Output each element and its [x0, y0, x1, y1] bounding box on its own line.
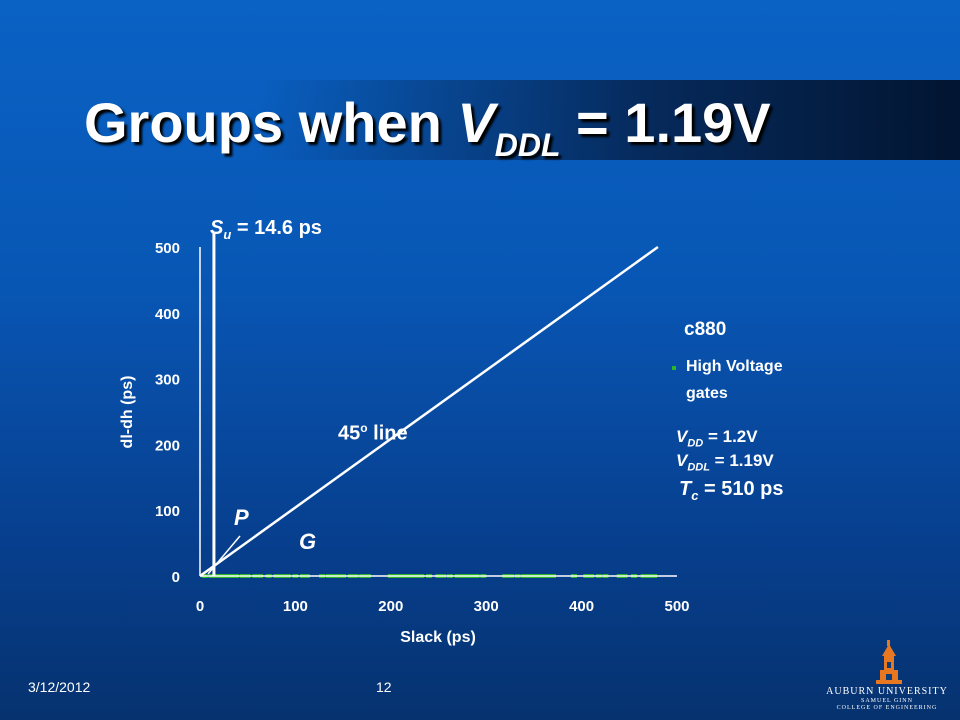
- y-axis-label: dl-dh (ps): [119, 376, 136, 449]
- x-tick-label: 0: [196, 598, 204, 615]
- tc-annotation: Tc = 510 ps: [679, 478, 784, 503]
- legend-entry-1: High Voltage: [686, 358, 783, 375]
- logo-line-3: COLLEGE OF ENGINEERING: [836, 705, 938, 711]
- p-pointer-line: [207, 535, 241, 575]
- vdd-annotation: VDD = 1.2V: [676, 427, 758, 450]
- y-tick-label: 0: [172, 569, 180, 586]
- slide-title: Groups when VDDL = 1.19V: [84, 91, 771, 163]
- x-tick-label: 200: [378, 598, 403, 615]
- y-tick-label: 400: [155, 306, 180, 323]
- x-tick-label: 400: [569, 598, 594, 615]
- slide-date: 3/12/2012: [28, 679, 91, 695]
- logo-line-2: SAMUEL GINN: [861, 698, 913, 704]
- line-45-degree: [199, 245, 659, 578]
- university-logo: AUBURN UNIVERSITY SAMUEL GINN COLLEGE OF…: [822, 640, 952, 716]
- legend-marker: [672, 366, 676, 370]
- point-p-label: P: [234, 505, 249, 530]
- y-tick-label: 500: [155, 240, 180, 257]
- y-tick-label: 300: [155, 372, 180, 389]
- x-axis-label: Slack (ps): [400, 629, 476, 646]
- vddl-annotation: VDDL = 1.19V: [676, 451, 774, 474]
- tower-icon: [876, 640, 902, 684]
- line45-annotation: 45o line: [338, 421, 408, 445]
- slide-number: 12: [376, 679, 392, 695]
- y-tick-label: 200: [155, 437, 180, 454]
- legend-entry-2: gates: [686, 385, 728, 402]
- x-tick-label: 500: [664, 598, 689, 615]
- su-annotation: Su = 14.6 ps: [210, 217, 322, 242]
- y-tick-label: 100: [155, 503, 180, 520]
- point-g-label: G: [299, 529, 317, 554]
- x-tick-label: 100: [283, 598, 308, 615]
- title-band: [260, 80, 960, 160]
- circuit-label: c880: [684, 319, 727, 340]
- logo-line-1: AUBURN UNIVERSITY: [826, 686, 948, 697]
- x-tick-label: 300: [474, 598, 499, 615]
